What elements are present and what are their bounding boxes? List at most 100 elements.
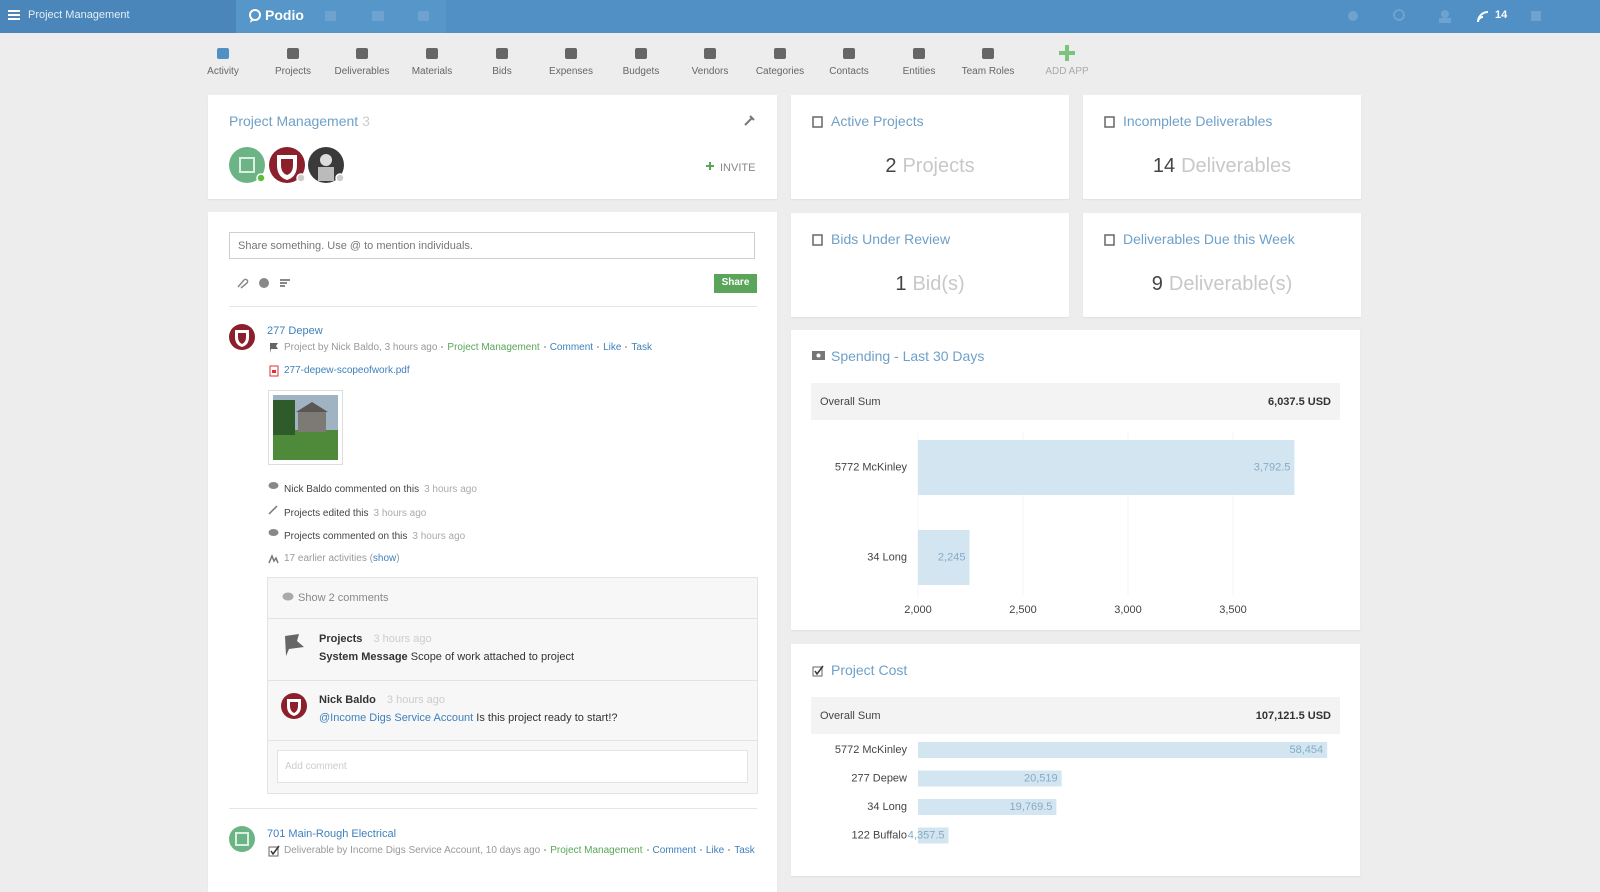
shape xyxy=(1393,9,1405,21)
app-button[interactable]: Categories xyxy=(740,44,820,77)
member-avatars[interactable] xyxy=(228,145,368,185)
app-label[interactable]: Categories xyxy=(755,66,805,77)
app-label[interactable]: Deliverables xyxy=(334,66,390,77)
app-button[interactable]: Budgets xyxy=(601,44,681,77)
comment-mention[interactable]: @Income Digs Service Account xyxy=(319,712,474,724)
comment-author[interactable]: Nick Baldo xyxy=(319,694,376,706)
app-button[interactable]: Materials xyxy=(392,44,472,77)
meta-link[interactable]: Project Management xyxy=(447,342,540,353)
meta-link[interactable]: Comment xyxy=(549,342,594,353)
show-comments[interactable]: Show 2 comments xyxy=(298,592,389,604)
show-link[interactable]: show xyxy=(372,553,397,564)
app-label[interactable]: Expenses xyxy=(549,66,593,77)
item-meta: Deliverable by Income Digs Service Accou… xyxy=(284,845,755,856)
meta-link[interactable]: Like xyxy=(705,845,725,856)
app-icon xyxy=(565,48,577,59)
attachment-link[interactable]: 277-depew-scopeofwork.pdf xyxy=(284,365,410,376)
stat-tile[interactable]: Deliverables Due this Week 9 Deliverable(s… xyxy=(1083,213,1361,317)
workspace-switcher[interactable] xyxy=(0,0,236,33)
app-label[interactable]: Budgets xyxy=(622,66,660,77)
nav-icons[interactable] xyxy=(320,9,440,23)
invite-link[interactable]: INVITE xyxy=(720,162,756,174)
app-label[interactable]: Contacts xyxy=(829,66,869,77)
chart-card: Project Cost Overall Sum 107,121.5 USD 577… xyxy=(791,644,1360,876)
tile-count: 9 xyxy=(1151,273,1163,295)
app-button[interactable]: ADD APP xyxy=(1027,44,1107,77)
stat-tile[interactable]: Active Projects 2 Projects xyxy=(791,95,1069,199)
bar[interactable] xyxy=(918,742,1328,758)
app-button[interactable]: Expenses xyxy=(531,44,611,77)
item-title[interactable]: 277 Depew xyxy=(267,325,323,337)
item-avatar[interactable] xyxy=(228,323,256,351)
stat-tile[interactable]: Bids Under Review 1 Bid(s) xyxy=(791,213,1069,317)
tile-title[interactable]: Incomplete Deliverables xyxy=(1123,113,1273,129)
invite-icon[interactable] xyxy=(706,162,714,170)
comment-author[interactable]: Projects xyxy=(319,633,363,645)
attachment-thumbnail[interactable] xyxy=(268,390,343,465)
bar[interactable] xyxy=(918,440,1295,495)
y-tick-label: 277 Depew xyxy=(851,772,907,784)
chart-title[interactable]: Project Cost xyxy=(831,662,908,678)
meta-link[interactable]: Task xyxy=(734,845,755,856)
settings-icon[interactable] xyxy=(743,113,757,127)
chart: Overall Sum 107,121.5 USD 5772 McKinley 58,… xyxy=(811,697,1340,844)
add-comment-input[interactable]: Add comment xyxy=(277,750,748,783)
tile-title[interactable]: Bids Under Review xyxy=(831,231,951,247)
app-button[interactable]: Activity xyxy=(183,44,263,77)
tile-title[interactable]: Deliverables Due this Week xyxy=(1123,231,1295,247)
stat-tile[interactable]: Incomplete Deliverables 14 Deliverables xyxy=(1083,95,1361,199)
workspace-title[interactable]: Project Management xyxy=(229,113,359,129)
bar[interactable] xyxy=(918,827,949,844)
app-label[interactable]: Vendors xyxy=(691,66,729,77)
icon-shape xyxy=(812,234,823,246)
notification-count[interactable]: 14 xyxy=(1495,9,1508,21)
share-button[interactable]: Share xyxy=(714,274,757,293)
podio-logo[interactable] xyxy=(248,8,262,24)
item-avatar[interactable] xyxy=(228,825,256,853)
pdf-icon xyxy=(269,365,279,377)
activity-icon xyxy=(268,529,279,536)
composer-tools[interactable] xyxy=(236,276,296,290)
bar[interactable] xyxy=(918,799,1057,815)
meta-link[interactable]: Like xyxy=(603,342,622,353)
separator xyxy=(699,849,702,852)
shape xyxy=(280,279,290,281)
tile-title[interactable]: Active Projects xyxy=(831,113,924,129)
icon-shape xyxy=(268,505,278,515)
chart-title[interactable]: Spending - Last 30 Days xyxy=(831,348,985,364)
bar[interactable] xyxy=(918,530,970,585)
menu-icon[interactable] xyxy=(8,9,20,21)
header-icons[interactable] xyxy=(1345,8,1545,24)
activity-text: Projects edited this xyxy=(284,508,369,519)
top-bar: Project Management Podio 14 xyxy=(0,0,1600,33)
meta-link[interactable]: Comment xyxy=(652,845,696,856)
app-button[interactable]: Projects xyxy=(253,44,333,77)
item-meta: Project by Nick Baldo, 3 hours ago Projec… xyxy=(284,342,652,353)
app-label[interactable]: ADD APP xyxy=(1045,66,1089,77)
app-label[interactable]: Materials xyxy=(411,66,453,77)
comment-icon xyxy=(282,592,294,601)
share-input[interactable]: Share something. Use @ to mention indivi… xyxy=(229,232,755,259)
item-title[interactable]: 701 Main-Rough Electrical xyxy=(267,828,397,840)
app-button[interactable]: Deliverables xyxy=(322,44,402,77)
app-label[interactable]: Entities xyxy=(902,66,936,77)
app-button[interactable]: Entities xyxy=(879,44,959,77)
shape xyxy=(8,10,20,12)
meta-link[interactable]: Project Management xyxy=(550,845,643,856)
app-label[interactable]: Bids xyxy=(492,66,512,77)
bar[interactable] xyxy=(918,770,1062,787)
app-label[interactable]: Team Roles xyxy=(961,66,1015,77)
app-label[interactable]: Activity xyxy=(207,66,239,77)
app-button[interactable]: Team Roles xyxy=(948,44,1028,77)
brand[interactable]: Podio xyxy=(265,7,304,23)
app-label[interactable]: Projects xyxy=(274,66,312,77)
shape xyxy=(298,412,326,432)
app-button[interactable]: Bids xyxy=(462,44,542,77)
meta-text: Project by Nick Baldo, 3 hours ago xyxy=(284,342,438,353)
app-button[interactable]: Vendors xyxy=(670,44,750,77)
comment-body: System Message Scope of work attached to… xyxy=(319,651,574,663)
workspace-name[interactable]: Project Management xyxy=(28,9,130,21)
shape xyxy=(238,333,246,344)
app-button[interactable]: Contacts xyxy=(809,44,889,77)
meta-link[interactable]: Task xyxy=(631,342,652,353)
